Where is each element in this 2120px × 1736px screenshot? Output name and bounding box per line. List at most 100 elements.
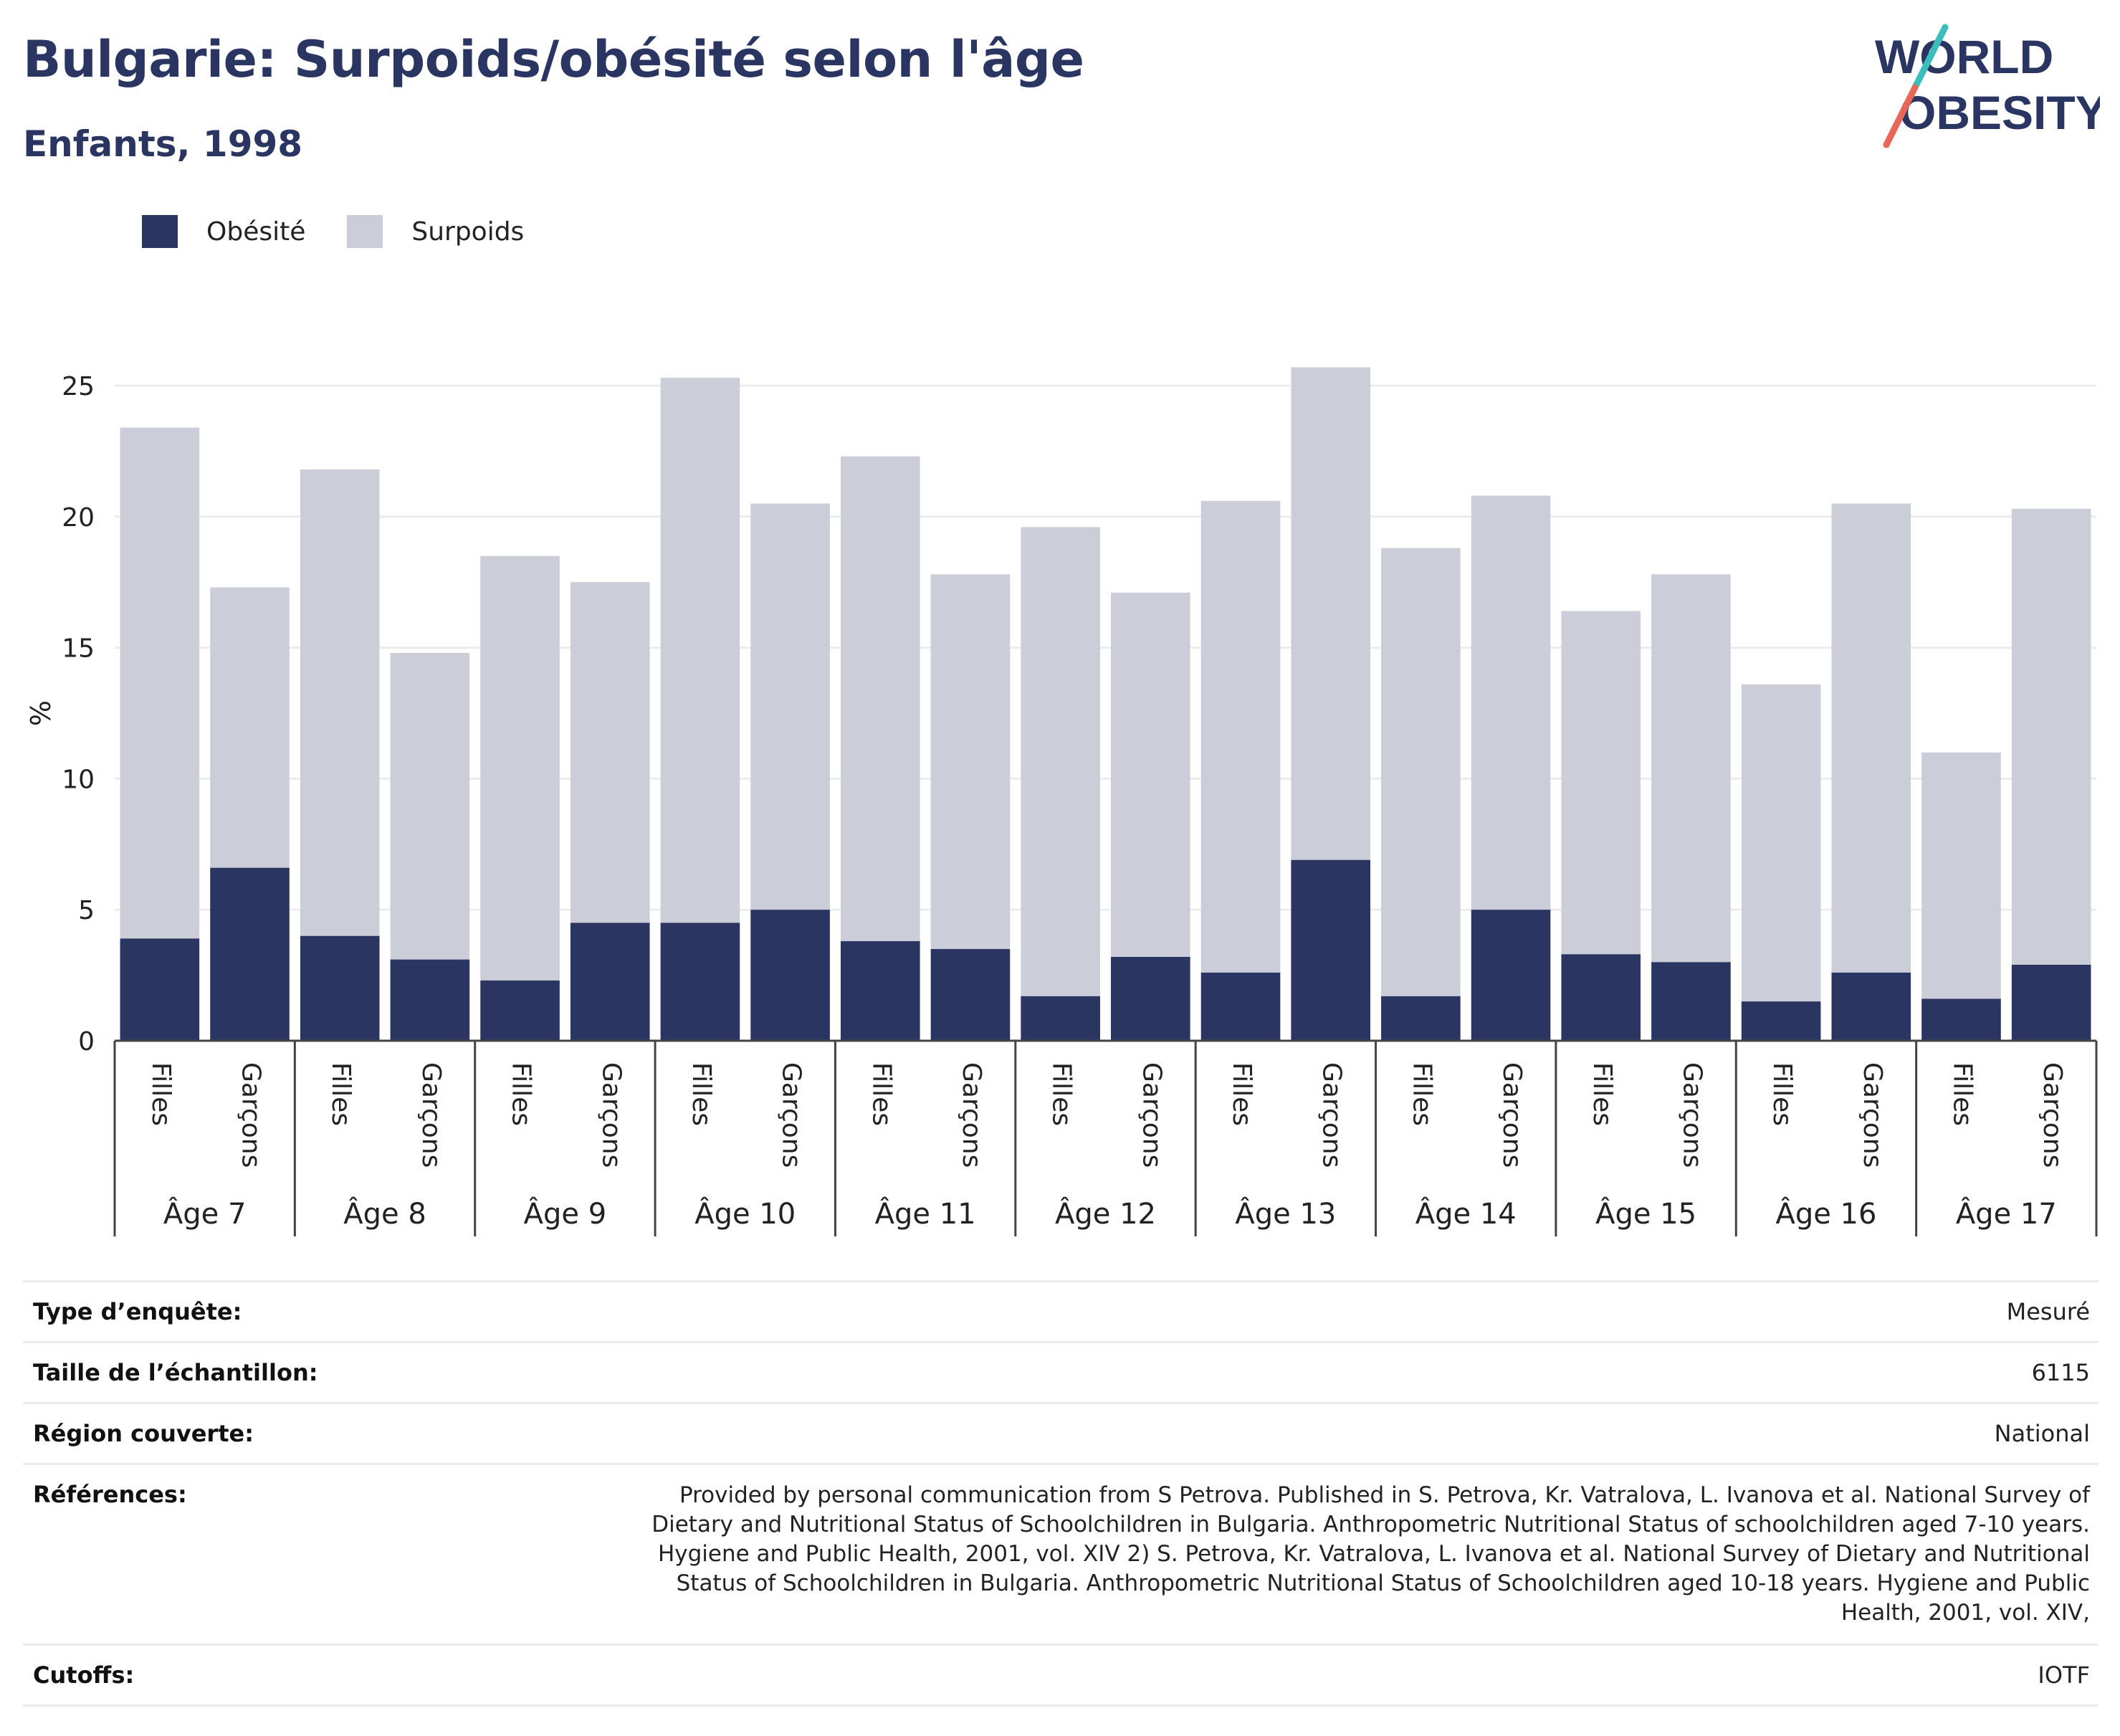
- y-axis-label: %: [25, 700, 57, 726]
- legend-label-overweight: Surpoids: [411, 216, 525, 247]
- bar-obesity: [1921, 998, 2001, 1041]
- bar-obesity: [1831, 972, 1911, 1041]
- x-subcategory-label: Garçons: [1858, 1062, 1887, 1168]
- x-group-label: Âge 15: [1595, 1196, 1696, 1231]
- x-subcategory-label: Garçons: [777, 1062, 806, 1168]
- bar-overweight: [1651, 574, 1731, 963]
- chart-title: Bulgarie: Surpoids/obésité selon l'âge: [23, 30, 1084, 89]
- x-group-label: Âge 17: [1956, 1196, 2057, 1231]
- bar-overweight: [1111, 592, 1190, 958]
- bar-overweight: [1741, 684, 1821, 1002]
- bar-overweight: [2011, 508, 2091, 965]
- bar-obesity: [2011, 964, 2091, 1041]
- x-subcategory-label: Filles: [1767, 1062, 1797, 1126]
- x-subcategory-label: Garçons: [416, 1062, 446, 1168]
- x-subcategory-label: Garçons: [1497, 1062, 1527, 1168]
- x-subcategory-label: Filles: [1227, 1062, 1256, 1126]
- x-subcategory-label: Garçons: [2038, 1062, 2067, 1168]
- x-group-label: Âge 16: [1775, 1196, 1876, 1231]
- x-subcategory-label: Garçons: [1137, 1062, 1166, 1168]
- bar-overweight: [390, 652, 470, 960]
- info-label: Cutoffs:: [33, 1661, 135, 1689]
- x-subcategory-label: Garçons: [957, 1062, 986, 1168]
- y-tick-label: 20: [62, 503, 95, 533]
- info-row-sample-size: Taille de l’échantillon: 6115: [23, 1341, 2098, 1402]
- x-subcategory-label: Garçons: [1677, 1062, 1706, 1168]
- bar-overweight: [1471, 495, 1551, 910]
- x-subcategory-label: Filles: [507, 1062, 536, 1126]
- info-row-survey-type: Type d’enquête: Mesuré: [23, 1280, 2098, 1341]
- bar-chart: 0 5 10 15 20 25% Filles Garçons Filles Garçons Fil…: [25, 367, 2098, 1236]
- x-group-label: Âge 7: [163, 1196, 247, 1231]
- bar-obesity: [1471, 910, 1551, 1041]
- x-subcategory-label: Garçons: [1317, 1062, 1347, 1168]
- bar-obesity: [1021, 996, 1100, 1041]
- bar-overweight: [660, 378, 740, 923]
- bar-overweight: [840, 456, 920, 942]
- x-group-label: Âge 10: [694, 1196, 796, 1231]
- legend-swatch-obesity: [142, 215, 178, 248]
- legend-label-obesity: Obésité: [206, 216, 306, 247]
- y-tick-label: 5: [78, 896, 95, 925]
- bar-obesity: [300, 935, 380, 1041]
- bar-overweight: [1921, 752, 2001, 999]
- info-table: Type d’enquête: Mesuré Taille de l’échan…: [23, 1280, 2098, 1707]
- bar-obesity: [1291, 859, 1371, 1041]
- info-value: National: [1994, 1420, 2090, 1447]
- bar-overweight: [930, 574, 1011, 950]
- legend: Obésité Surpoids: [142, 212, 565, 251]
- info-label: Type d’enquête:: [33, 1298, 242, 1325]
- x-subcategory-label: Filles: [866, 1062, 896, 1126]
- bar-overweight: [570, 582, 650, 923]
- bar-obesity: [480, 980, 560, 1041]
- info-label: Références:: [33, 1481, 187, 1508]
- chart-subtitle: Enfants, 1998: [23, 123, 303, 165]
- x-subcategory-label: Filles: [1407, 1062, 1436, 1126]
- info-row-references: Références: Provided by personal communi…: [23, 1463, 2098, 1644]
- bar-overweight: [120, 427, 200, 939]
- y-tick-label: 0: [78, 1027, 95, 1057]
- x-group-label: Âge 8: [343, 1196, 426, 1231]
- x-subcategory-label: Filles: [1047, 1062, 1076, 1126]
- info-row-region: Région couverte: National: [23, 1402, 2098, 1463]
- bar-obesity: [660, 922, 740, 1041]
- x-group-label: Âge 13: [1235, 1196, 1336, 1231]
- x-group-label: Âge 12: [1055, 1196, 1156, 1231]
- x-subcategory-label: Filles: [146, 1062, 176, 1126]
- info-value: Mesuré: [2006, 1298, 2090, 1325]
- y-tick-label: 10: [62, 765, 95, 794]
- bar-obesity: [1200, 972, 1281, 1041]
- world-obesity-logo: WORLD OBESITY: [1875, 24, 2100, 148]
- info-row-cutoffs: Cutoffs: IOTF: [23, 1644, 2098, 1707]
- legend-item-overweight[interactable]: Surpoids: [347, 215, 524, 248]
- info-value: Provided by personal communication from …: [651, 1482, 2090, 1626]
- legend-item-obesity[interactable]: Obésité: [142, 215, 305, 248]
- bar-overweight: [1831, 503, 1911, 973]
- x-subcategory-label: Filles: [687, 1062, 716, 1126]
- bar-obesity: [930, 949, 1011, 1041]
- x-subcategory-label: Garçons: [237, 1062, 266, 1168]
- bar-obesity: [390, 959, 470, 1041]
- bar-obesity: [1381, 996, 1461, 1041]
- x-group-label: Âge 14: [1415, 1196, 1517, 1231]
- bar-obesity: [840, 941, 920, 1041]
- bar-overweight: [1291, 367, 1371, 860]
- info-value: IOTF: [2038, 1661, 2090, 1689]
- bar-obesity: [210, 867, 290, 1041]
- x-subcategory-label: Filles: [1947, 1062, 1977, 1126]
- y-tick-label: 15: [62, 634, 95, 664]
- bar-overweight: [1200, 500, 1281, 973]
- x-subcategory-label: Garçons: [596, 1062, 626, 1168]
- x-group-label: Âge 11: [875, 1196, 976, 1231]
- info-label: Taille de l’échantillon:: [33, 1359, 318, 1386]
- logo-word-2: OBESITY: [1899, 86, 2100, 139]
- bar-obesity: [1651, 962, 1731, 1041]
- x-subcategory-label: Filles: [326, 1062, 355, 1126]
- bar-overweight: [1561, 611, 1641, 955]
- bar-overweight: [480, 555, 560, 981]
- bar-overweight: [300, 469, 380, 936]
- legend-swatch-overweight: [347, 215, 383, 248]
- x-group-label: Âge 9: [524, 1196, 607, 1231]
- bar-obesity: [1561, 954, 1641, 1041]
- bar-obesity: [570, 922, 650, 1041]
